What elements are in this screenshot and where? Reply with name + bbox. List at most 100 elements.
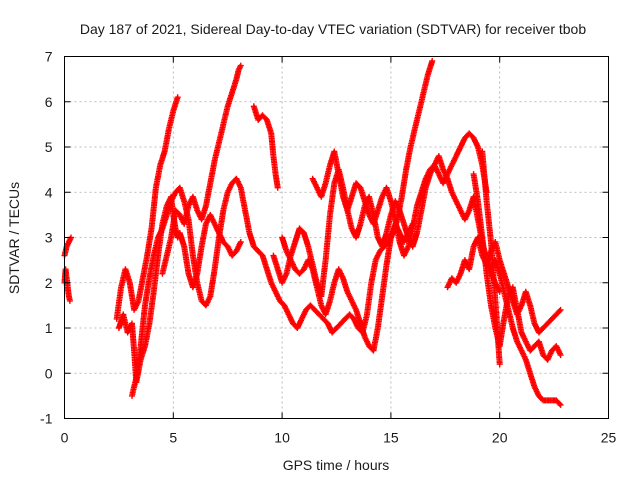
series-trace-f [159,62,244,277]
data-point [514,338,524,353]
data-point [274,184,281,191]
x-tick-label: 5 [169,430,177,446]
data-point [470,171,481,203]
data-point [331,148,342,176]
data-point [142,322,153,350]
series-trace-e [129,58,436,399]
data-point [66,297,73,304]
data-point [327,281,337,304]
data-point [527,302,538,325]
series-trace-n [479,148,503,368]
y-tick-label: 1 [45,320,53,336]
data-point [220,104,231,128]
data-layer [61,58,564,408]
data-point [553,308,563,318]
y-tick-label: 2 [45,275,53,291]
data-point [159,254,170,277]
data-point [165,109,176,132]
data-point [492,239,503,262]
data-point [320,315,330,326]
data-point [296,225,306,235]
data-point [194,279,205,303]
data-point [370,326,381,354]
data-point [366,193,377,217]
y-tick-label: -1 [40,411,53,427]
data-point [233,240,243,255]
data-point [316,311,326,321]
data-point [422,168,433,182]
data-point [144,227,155,259]
data-point [411,109,422,132]
data-point [150,236,161,259]
data-point [557,306,564,313]
x-tick-label: 10 [274,430,290,446]
data-point [279,272,289,286]
data-point [492,297,503,366]
data-point [207,159,218,187]
data-point [318,258,329,300]
data-point [483,270,494,307]
data-point [409,204,420,232]
data-point [307,302,317,312]
data-point [398,168,409,200]
data-point [142,276,153,309]
series-trace-j [309,130,490,259]
data-point [479,148,490,203]
data-point [63,240,72,250]
data-point [322,213,333,264]
data-point [557,352,564,359]
x-tick-label: 25 [601,430,617,446]
data-point [466,130,476,140]
data-point [237,62,244,69]
y-tick-label: 5 [45,139,53,155]
data-point [383,236,394,268]
data-point [544,317,554,327]
data-point [368,258,379,286]
data-point [163,236,174,259]
data-point [329,326,339,336]
data-point [65,293,73,303]
data-point [211,141,222,164]
data-point [414,209,425,236]
data-point [333,321,343,331]
data-point [531,383,542,398]
data-point [496,270,507,294]
data-point [211,236,222,273]
data-point [172,207,182,217]
data-point [229,249,239,259]
data-point [548,312,559,322]
data-point [207,267,218,300]
data-point [350,315,361,330]
data-point [420,73,431,96]
data-point [387,198,398,221]
x-tick-label: 15 [383,430,399,446]
data-point [65,236,74,245]
data-point [466,245,477,273]
data-point [313,284,324,307]
data-point [535,326,546,336]
y-tick-label: 3 [45,230,53,246]
data-point [139,254,150,282]
data-point [488,239,499,303]
chart-title: Day 187 of 2021, Sidereal Day-to-day VTE… [80,21,587,37]
data-point [113,285,124,322]
data-point [181,243,192,276]
data-point [242,207,253,235]
data-point [514,306,525,334]
y-tick-label: 7 [45,49,53,65]
data-point [357,204,368,227]
data-point [418,186,429,214]
data-point [270,153,279,176]
data-point [327,181,338,218]
data-point [479,234,490,276]
data-point [129,320,137,352]
data-point [255,248,265,258]
data-point [150,254,161,295]
data-point [185,216,196,257]
data-point [237,239,244,245]
data-point [133,344,144,381]
data-point [146,254,157,282]
data-point [146,290,157,327]
data-point [346,311,356,321]
